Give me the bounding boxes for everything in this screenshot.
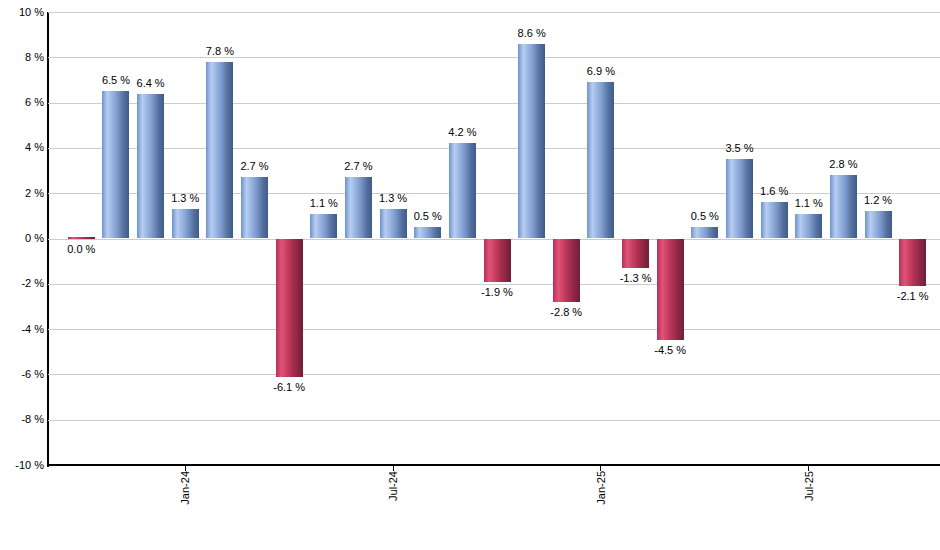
bar-value-label: -4.5 % [638,344,702,357]
bar-negative [68,237,95,239]
bar-positive [449,143,476,238]
bar-value-label: 7.8 % [188,45,252,58]
plot-area: 0.0 %6.5 %6.4 %1.3 %7.8 %2.7 %-6.1 %1.1 … [48,12,940,465]
bar-negative [276,239,303,377]
y-tick-label: -8 % [2,413,44,426]
bar-value-label: -2.1 % [881,290,940,303]
bar-value-label: 2.7 % [223,160,287,173]
y-tick-label: -10 % [2,459,44,472]
bar-value-label: 6.9 % [569,65,633,78]
bar-positive [102,91,129,238]
bar-positive [518,44,545,239]
bar-value-label: 8.6 % [500,27,564,40]
x-tick-label: Jul-25 [802,471,816,531]
bar-value-label: 1.3 % [361,192,425,205]
bar-positive [137,94,164,239]
y-tick-label: 8 % [2,51,44,64]
y-tick-label: -2 % [2,277,44,290]
bar-value-label: 6.4 % [119,77,183,90]
y-tick-label: 0 % [2,232,44,245]
bar-positive [345,177,372,238]
bar-value-label: 1.2 % [846,194,910,207]
bar-positive [726,159,753,238]
bar-positive [865,211,892,238]
bar-value-label: 4.2 % [430,126,494,139]
bar-negative [657,239,684,341]
bar-positive [414,227,441,238]
bar-positive [310,214,337,239]
bar-positive [587,82,614,238]
bar-positive [241,177,268,238]
bar-negative [484,239,511,282]
x-tick-label: Jan-25 [594,471,608,531]
bar-value-label: -1.9 % [465,286,529,299]
bar-negative [899,239,926,287]
bar-value-label: -2.8 % [534,306,598,319]
x-tick-label: Jul-24 [386,471,400,531]
monthly-returns-bar-chart: 0.0 %6.5 %6.4 %1.3 %7.8 %2.7 %-6.1 %1.1 … [0,0,940,550]
bar-value-label: 2.8 % [811,158,875,171]
bar-negative [553,239,580,302]
y-tick-label: -4 % [2,323,44,336]
bar-value-label: -6.1 % [257,381,321,394]
y-tick-label: 10 % [2,6,44,19]
x-tick-label: Jan-24 [178,471,192,531]
bar-value-label: 0.0 % [49,243,113,256]
bar-positive [206,62,233,239]
bar-value-label: 3.5 % [707,142,771,155]
bar-positive [172,209,199,238]
y-tick-label: 6 % [2,96,44,109]
bars-group: 0.0 %6.5 %6.4 %1.3 %7.8 %2.7 %-6.1 %1.1 … [64,12,930,465]
bar-value-label: 2.7 % [326,160,390,173]
bar-positive [691,227,718,238]
y-tick-label: 4 % [2,141,44,154]
y-tick-label: -6 % [2,368,44,381]
bar-negative [622,239,649,268]
y-tick-label: 2 % [2,187,44,200]
bar-positive [795,214,822,239]
